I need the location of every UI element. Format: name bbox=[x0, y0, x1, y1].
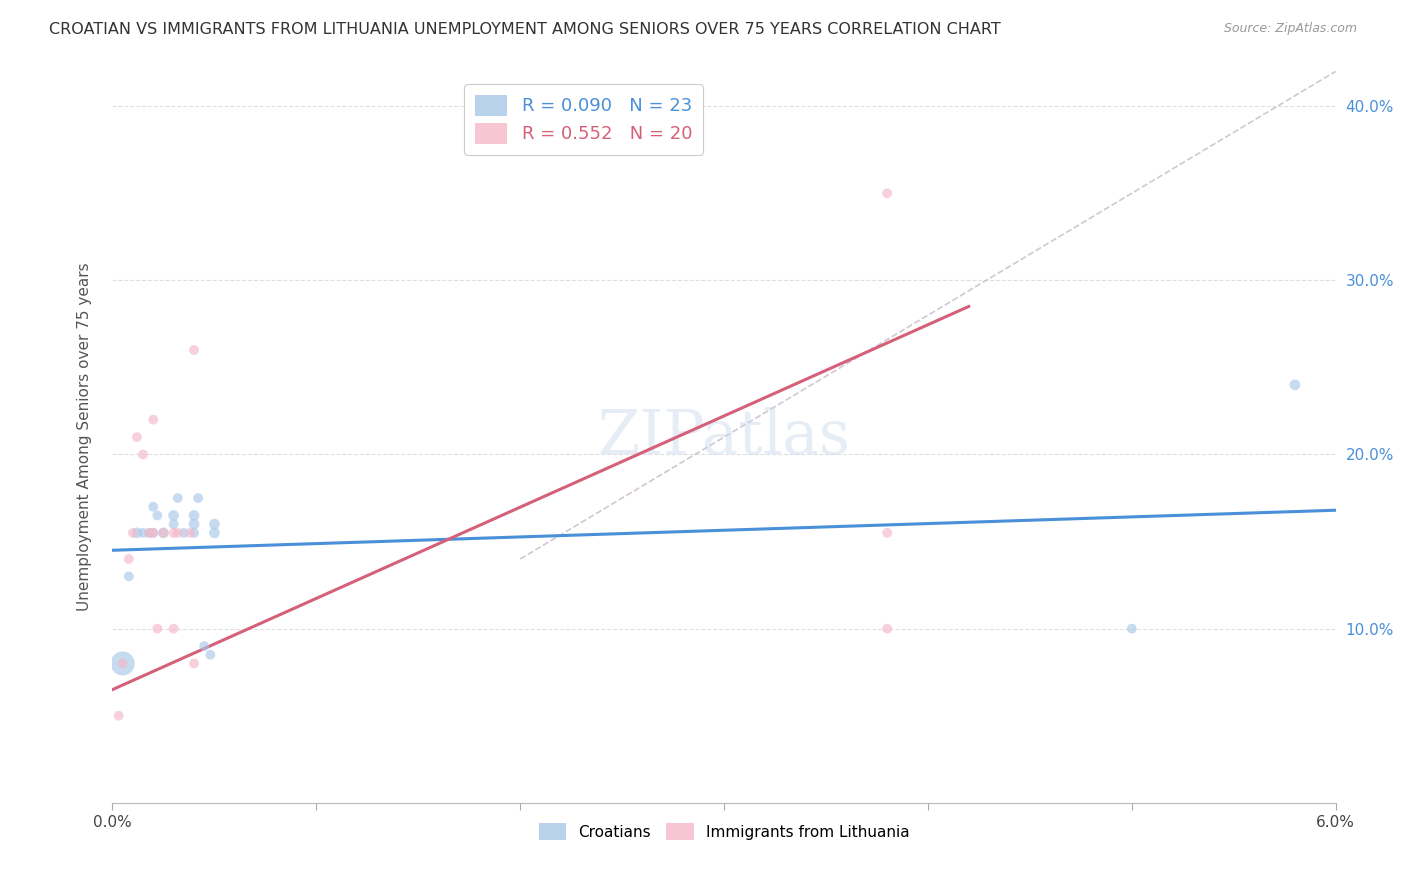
Point bbox=[125, 430, 148, 444]
Point bbox=[111, 657, 134, 671]
Point bbox=[163, 622, 186, 636]
Point bbox=[166, 525, 188, 540]
Point bbox=[183, 508, 205, 523]
Point bbox=[1284, 377, 1306, 392]
Point bbox=[163, 517, 186, 532]
Point bbox=[142, 525, 165, 540]
Point bbox=[204, 525, 226, 540]
Point bbox=[142, 412, 165, 426]
Y-axis label: Unemployment Among Seniors over 75 years: Unemployment Among Seniors over 75 years bbox=[77, 263, 91, 611]
Point bbox=[183, 517, 205, 532]
Point bbox=[142, 525, 165, 540]
Text: Source: ZipAtlas.com: Source: ZipAtlas.com bbox=[1223, 22, 1357, 36]
Point bbox=[183, 657, 205, 671]
Point bbox=[200, 648, 222, 662]
Point bbox=[138, 525, 160, 540]
Point bbox=[166, 491, 188, 505]
Point bbox=[132, 448, 155, 462]
Point bbox=[111, 657, 134, 671]
Point bbox=[183, 343, 205, 357]
Point bbox=[1121, 622, 1143, 636]
Point bbox=[118, 569, 141, 583]
Point bbox=[118, 552, 141, 566]
Point bbox=[876, 525, 898, 540]
Point bbox=[146, 622, 169, 636]
Point bbox=[122, 525, 145, 540]
Text: CROATIAN VS IMMIGRANTS FROM LITHUANIA UNEMPLOYMENT AMONG SENIORS OVER 75 YEARS C: CROATIAN VS IMMIGRANTS FROM LITHUANIA UN… bbox=[49, 22, 1001, 37]
Point bbox=[152, 525, 174, 540]
Point bbox=[163, 525, 186, 540]
Point bbox=[183, 525, 205, 540]
Point bbox=[138, 525, 160, 540]
Point bbox=[193, 639, 215, 653]
Text: ZIPatlas: ZIPatlas bbox=[598, 407, 851, 467]
Point bbox=[142, 500, 165, 514]
Point bbox=[107, 708, 129, 723]
Point bbox=[163, 508, 186, 523]
Point bbox=[146, 508, 169, 523]
Point bbox=[132, 525, 155, 540]
Point bbox=[173, 525, 195, 540]
Point bbox=[187, 491, 209, 505]
Point bbox=[876, 186, 898, 201]
Point bbox=[204, 517, 226, 532]
Point bbox=[179, 525, 201, 540]
Legend: Croatians, Immigrants from Lithuania: Croatians, Immigrants from Lithuania bbox=[533, 816, 915, 847]
Point bbox=[125, 525, 148, 540]
Point bbox=[876, 622, 898, 636]
Point bbox=[152, 525, 174, 540]
